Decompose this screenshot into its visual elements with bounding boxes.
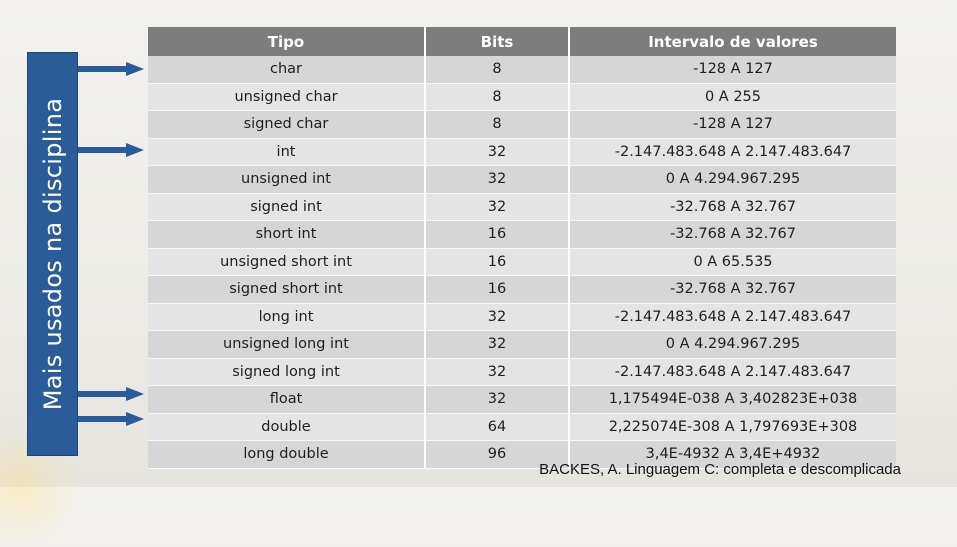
cell-bits: 16	[425, 275, 570, 304]
table-row: unsigned char 8 0 A 255	[148, 83, 896, 111]
cell-tipo: unsigned char	[148, 83, 426, 111]
cell-intervalo: -32.768 A 32.767	[569, 220, 896, 249]
cell-intervalo: 0 A 4.294.967.295	[569, 165, 896, 194]
table-row: signed short int 16 -32.768 A 32.767	[148, 275, 896, 304]
header-tipo: Tipo	[148, 27, 426, 56]
cell-tipo: char	[148, 56, 426, 84]
table-body: char 8 -128 A 127 unsigned char 8 0 A 255 sign…	[148, 56, 896, 469]
cell-tipo: signed long int	[148, 358, 426, 386]
cell-tipo: unsigned long int	[148, 330, 426, 359]
cell-tipo: long int	[148, 303, 426, 331]
cell-intervalo: 3,4E-4932 A 3,4E+4932	[569, 440, 896, 469]
cell-tipo: int	[148, 138, 426, 166]
table-row: char 8 -128 A 127	[148, 56, 896, 84]
cell-bits: 32	[425, 193, 570, 221]
cell-tipo: float	[148, 385, 426, 414]
table-row: short int 16 -32.768 A 32.767	[148, 220, 896, 249]
table-row: unsigned short int 16 0 A 65.535	[148, 248, 896, 276]
cell-intervalo: 2,225074E-308 A 1,797693E+308	[569, 413, 896, 441]
cell-tipo: signed int	[148, 193, 426, 221]
table-row: unsigned int 32 0 A 4.294.967.295	[148, 165, 896, 194]
table-row: signed int 32 -32.768 A 32.767	[148, 193, 896, 221]
cell-intervalo: -2.147.483.648 A 2.147.483.647	[569, 303, 896, 331]
arrow-int-icon	[78, 143, 144, 157]
table-row: long double 96 3,4E-4932 A 3,4E+4932	[148, 440, 896, 469]
table-row: float 32 1,175494E-038 A 3,402823E+038	[148, 385, 896, 414]
cell-tipo: unsigned short int	[148, 248, 426, 276]
cell-tipo: signed char	[148, 110, 426, 139]
table-row: double 64 2,225074E-308 A 1,797693E+308	[148, 413, 896, 441]
cell-tipo: unsigned int	[148, 165, 426, 194]
cell-bits: 32	[425, 303, 570, 331]
table-row: long int 32 -2.147.483.648 A 2.147.483.647	[148, 303, 896, 331]
cell-bits: 8	[425, 83, 570, 111]
cell-intervalo: -2.147.483.648 A 2.147.483.647	[569, 358, 896, 386]
cell-intervalo: -128 A 127	[569, 110, 896, 139]
cell-bits: 32	[425, 385, 570, 414]
cell-bits: 16	[425, 220, 570, 249]
arrow-float-icon	[78, 387, 144, 401]
cell-tipo: signed short int	[148, 275, 426, 304]
cell-bits: 8	[425, 110, 570, 139]
cell-bits: 32	[425, 330, 570, 359]
cell-bits: 32	[425, 138, 570, 166]
cell-intervalo: 0 A 4.294.967.295	[569, 330, 896, 359]
cell-bits: 32	[425, 165, 570, 194]
table-row: int 32 -2.147.483.648 A 2.147.483.647	[148, 138, 896, 166]
cell-intervalo: -32.768 A 32.767	[569, 193, 896, 221]
cell-bits: 64	[425, 413, 570, 441]
side-banner: Mais usados na disciplina	[27, 52, 78, 456]
citation: BACKES, A. Linguagem C: completa e desco…	[539, 461, 901, 478]
cell-tipo: short int	[148, 220, 426, 249]
cell-intervalo: -128 A 127	[569, 56, 896, 84]
cell-bits: 8	[425, 56, 570, 84]
header-bits: Bits	[425, 27, 570, 56]
cell-tipo: double	[148, 413, 426, 441]
table-row: signed long int 32 -2.147.483.648 A 2.147.…	[148, 358, 896, 386]
data-types-table: Tipo Bits Intervalo de valores char 8 -128…	[148, 27, 896, 469]
cell-intervalo: -32.768 A 32.767	[569, 275, 896, 304]
table-row: unsigned long int 32 0 A 4.294.967.295	[148, 330, 896, 359]
arrow-double-icon	[78, 412, 144, 426]
cell-bits: 96	[425, 440, 570, 469]
cell-intervalo: -2.147.483.648 A 2.147.483.647	[569, 138, 896, 166]
arrow-char-icon	[78, 62, 144, 76]
side-banner-label: Mais usados na disciplina	[38, 97, 67, 411]
table-row: signed char 8 -128 A 127	[148, 110, 896, 139]
cell-bits: 16	[425, 248, 570, 276]
header-intervalo: Intervalo de valores	[569, 27, 896, 56]
cell-intervalo: 0 A 255	[569, 83, 896, 111]
cell-bits: 32	[425, 358, 570, 386]
data-types-table-container: Tipo Bits Intervalo de valores char 8 -128…	[148, 27, 896, 469]
cell-intervalo: 1,175494E-038 A 3,402823E+038	[569, 385, 896, 414]
cell-tipo: long double	[148, 440, 426, 469]
table-header-row: Tipo Bits Intervalo de valores	[148, 27, 896, 56]
cell-intervalo: 0 A 65.535	[569, 248, 896, 276]
